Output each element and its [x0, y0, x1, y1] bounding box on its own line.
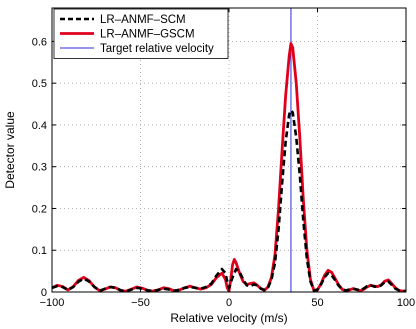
series-line-0: [51, 109, 407, 293]
y-tick-label: 0.2: [32, 203, 47, 215]
legend-entry: LR–ANMF–GSCM: [100, 29, 195, 41]
legend: LR–ANMF–SCM LR–ANMF–GSCM Target relative v…: [53, 8, 229, 59]
y-tick-label: 0.6: [32, 36, 47, 48]
x-tick-label: 50: [311, 297, 323, 309]
y-tick-label: 0.5: [32, 78, 47, 90]
axes-frame: [51, 7, 407, 293]
y-tick-label: 0: [41, 287, 47, 299]
x-tick-label: −50: [131, 297, 150, 309]
x-tick-label: 0: [226, 297, 232, 309]
x-tick-label: 100: [397, 297, 415, 309]
y-axis-label: Detector value: [3, 111, 17, 189]
x-axis-label: Relative velocity (m/s): [170, 311, 287, 325]
y-tick-label: 0.3: [32, 162, 47, 174]
plot-area: [51, 8, 407, 293]
y-tick-label: 0.1: [32, 245, 47, 257]
grid-lines: [52, 8, 406, 292]
legend-entry: Target relative velocity: [100, 43, 214, 55]
legend-entry: LR–ANMF–SCM: [100, 14, 186, 26]
x-tick-label: −100: [40, 297, 65, 309]
y-tick-label: 0.4: [32, 120, 47, 132]
